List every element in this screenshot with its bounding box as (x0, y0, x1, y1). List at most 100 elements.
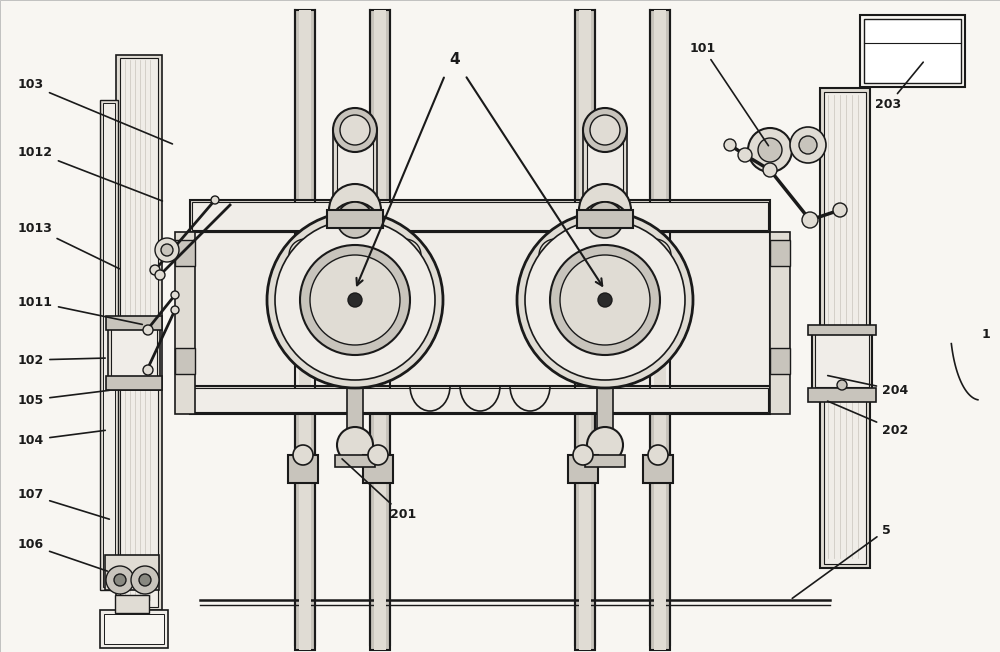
Circle shape (155, 270, 165, 280)
Circle shape (211, 196, 219, 204)
Text: 1012: 1012 (18, 145, 162, 201)
Circle shape (289, 304, 321, 336)
Circle shape (106, 566, 134, 594)
Bar (585, 455, 625, 467)
Bar (295, 10, 315, 650)
Circle shape (161, 244, 173, 256)
Bar (190, 200, 770, 232)
Text: 106: 106 (18, 539, 107, 571)
Circle shape (748, 128, 792, 172)
Bar (115, 595, 149, 613)
Bar (864, 19, 961, 83)
Text: 103: 103 (18, 78, 172, 144)
Circle shape (763, 163, 777, 177)
Bar (587, 133, 623, 217)
Bar (106, 376, 162, 390)
Bar (812, 330, 872, 390)
Bar (116, 55, 162, 610)
Circle shape (799, 136, 817, 154)
Circle shape (539, 304, 571, 336)
Bar (654, 10, 666, 650)
Bar (643, 455, 673, 483)
Bar (190, 386, 770, 414)
Bar (860, 15, 965, 87)
Bar (770, 240, 790, 266)
Bar (327, 210, 383, 228)
Bar (815, 333, 869, 387)
Circle shape (724, 139, 736, 151)
Bar (363, 455, 393, 483)
Bar (106, 316, 162, 330)
Bar (579, 10, 591, 650)
Circle shape (579, 202, 631, 254)
Circle shape (333, 108, 377, 152)
Bar (374, 10, 386, 650)
Circle shape (525, 220, 685, 380)
Bar (111, 328, 157, 387)
Circle shape (143, 325, 153, 335)
Circle shape (587, 427, 623, 463)
Bar (568, 455, 598, 483)
Circle shape (275, 220, 435, 380)
Text: 104: 104 (18, 430, 105, 447)
Bar (192, 388, 768, 412)
Circle shape (598, 293, 612, 307)
Circle shape (590, 115, 620, 145)
Circle shape (837, 380, 847, 390)
Circle shape (573, 445, 593, 465)
Circle shape (329, 202, 381, 254)
Text: 105: 105 (18, 391, 109, 406)
Bar (770, 232, 790, 414)
Text: 1011: 1011 (18, 295, 142, 325)
Bar (808, 325, 876, 335)
Circle shape (289, 269, 321, 301)
Bar (103, 103, 115, 587)
Circle shape (139, 574, 151, 586)
Circle shape (583, 108, 627, 152)
Bar (337, 133, 373, 217)
Circle shape (348, 293, 362, 307)
Bar (335, 455, 375, 467)
Bar (299, 10, 311, 650)
Bar (824, 92, 866, 564)
Text: 102: 102 (18, 353, 105, 366)
Circle shape (267, 212, 443, 388)
Bar (347, 385, 363, 465)
Bar (575, 10, 595, 650)
Bar (104, 614, 164, 644)
Text: 201: 201 (342, 459, 416, 522)
Bar (175, 348, 195, 374)
Text: 107: 107 (18, 488, 109, 519)
Bar (192, 202, 768, 230)
Bar (333, 130, 377, 220)
Text: 202: 202 (828, 401, 908, 436)
Circle shape (389, 239, 421, 271)
Circle shape (802, 212, 818, 228)
Circle shape (639, 304, 671, 336)
Bar (100, 610, 168, 648)
Circle shape (329, 184, 381, 236)
Text: 1013: 1013 (18, 222, 119, 269)
Text: 203: 203 (875, 62, 923, 111)
Circle shape (550, 245, 660, 355)
Bar (370, 10, 390, 650)
Text: 101: 101 (690, 42, 768, 145)
Bar (577, 210, 633, 228)
Circle shape (171, 291, 179, 299)
Text: 204: 204 (828, 376, 908, 396)
Text: 4: 4 (450, 53, 460, 68)
Circle shape (150, 265, 160, 275)
Circle shape (738, 148, 752, 162)
Circle shape (587, 202, 623, 238)
Bar (650, 10, 670, 650)
Circle shape (539, 239, 571, 271)
Circle shape (758, 138, 782, 162)
Circle shape (389, 304, 421, 336)
Bar (108, 325, 160, 390)
Circle shape (368, 445, 388, 465)
Circle shape (560, 255, 650, 345)
Bar (288, 455, 318, 483)
Circle shape (155, 238, 179, 262)
Circle shape (289, 239, 321, 271)
Circle shape (639, 269, 671, 301)
